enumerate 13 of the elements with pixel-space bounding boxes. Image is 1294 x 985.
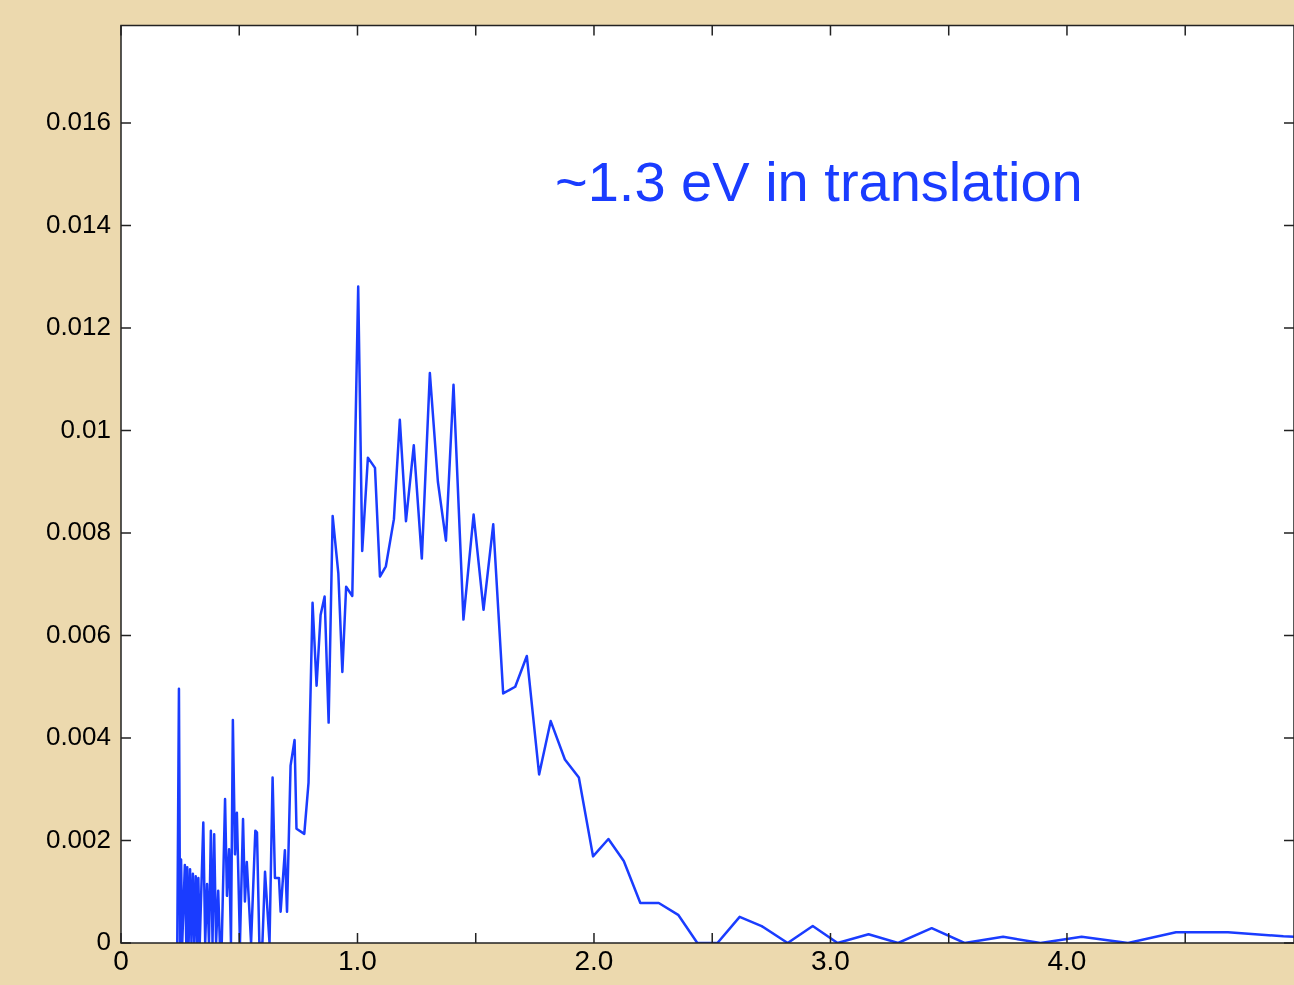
y-tick-label: 0.002 [45, 823, 111, 854]
y-tick-label: 0.008 [45, 516, 111, 547]
y-tick-label: 0.004 [45, 721, 111, 752]
y-tick-label: 0.01 [60, 413, 111, 444]
x-tick-label: 4.0 [1047, 944, 1087, 976]
annotation: ~1.3 eV in translation [555, 149, 1083, 213]
y-tick-label: 0.016 [45, 106, 111, 137]
x-tick-label: 1.0 [338, 944, 377, 976]
y-tick-label: 0.006 [45, 618, 111, 649]
y-tick-label: 0.012 [45, 311, 111, 342]
y-tick-label: 0.014 [45, 208, 111, 239]
x-tick-label: 3.0 [811, 944, 850, 976]
x-tick-label: 2.0 [574, 944, 614, 976]
